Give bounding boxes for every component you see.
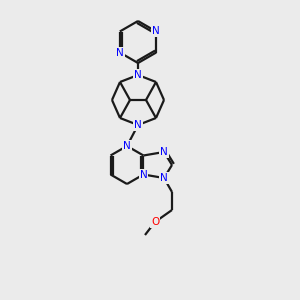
Text: N: N — [152, 26, 160, 37]
Text: N: N — [123, 141, 131, 151]
Text: N: N — [134, 70, 142, 80]
Text: N: N — [116, 47, 124, 58]
Text: N: N — [134, 120, 142, 130]
Text: O: O — [151, 217, 159, 227]
Text: N: N — [140, 169, 147, 179]
Text: N: N — [160, 147, 168, 157]
Text: N: N — [160, 173, 168, 183]
